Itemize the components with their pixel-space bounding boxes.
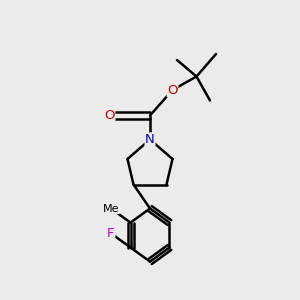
Text: F: F xyxy=(107,227,115,240)
Text: O: O xyxy=(104,109,115,122)
Text: N: N xyxy=(145,133,155,146)
Text: O: O xyxy=(167,83,178,97)
Text: Me: Me xyxy=(103,203,119,214)
